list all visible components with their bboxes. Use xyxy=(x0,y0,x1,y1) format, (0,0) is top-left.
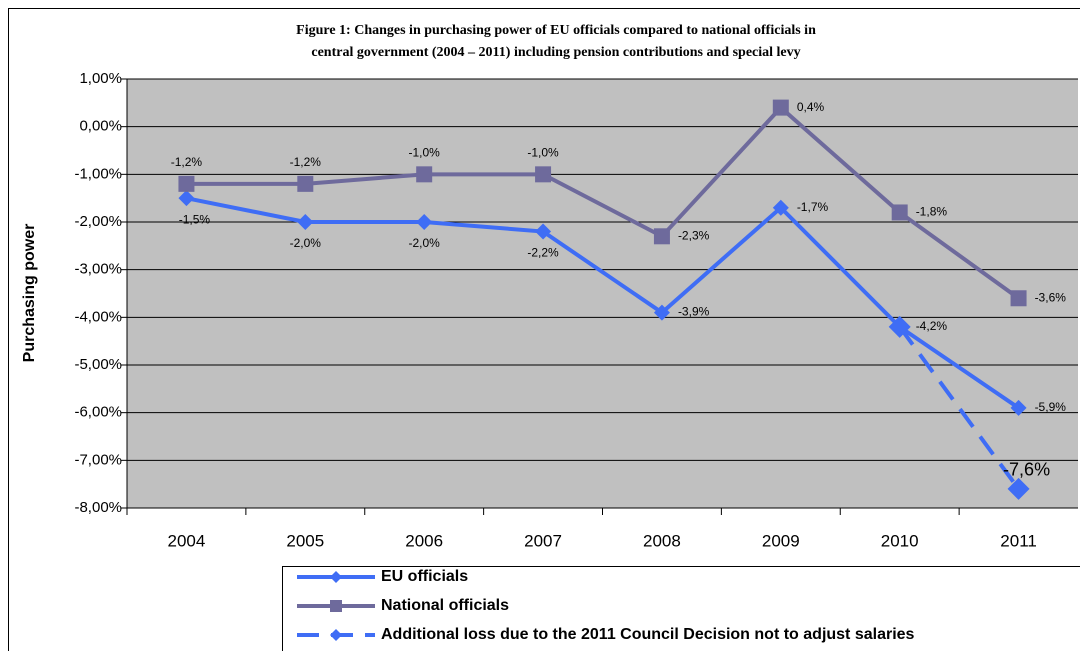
chart-title: Figure 1: Changes in purchasing power of… xyxy=(296,23,816,38)
marker xyxy=(654,228,670,244)
x-tick-label: 2005 xyxy=(286,531,324,550)
data-label: -1,0% xyxy=(409,146,441,160)
marker xyxy=(416,166,432,182)
y-tick-label: -1,00% xyxy=(74,165,122,182)
data-label: -2,3% xyxy=(678,228,710,242)
data-label: -7,6% xyxy=(1003,460,1050,480)
marker xyxy=(892,204,908,220)
marker xyxy=(773,100,789,116)
marker xyxy=(535,166,551,182)
data-label: -2,0% xyxy=(290,236,322,250)
data-label: 0,4% xyxy=(797,100,825,114)
marker xyxy=(1011,290,1027,306)
x-tick-label: 2011 xyxy=(1000,531,1037,550)
marker xyxy=(297,176,313,192)
data-label: -4,2% xyxy=(916,319,948,333)
data-label: -3,9% xyxy=(678,305,710,319)
y-tick-label: -6,00% xyxy=(74,404,122,421)
x-tick-label: 2008 xyxy=(643,531,681,550)
data-label: -1,2% xyxy=(290,155,322,169)
data-label: -1,7% xyxy=(797,200,829,214)
y-tick-label: -4,00% xyxy=(74,308,122,325)
data-label: -1,0% xyxy=(527,146,559,160)
x-tick-label: 2009 xyxy=(762,531,800,550)
x-tick-label: 2006 xyxy=(405,531,443,550)
legend-label: National officials xyxy=(381,597,509,614)
legend-label: Additional loss due to the 2011 Council … xyxy=(381,626,915,643)
data-label: -1,2% xyxy=(171,155,203,169)
data-label: -3,6% xyxy=(1035,290,1067,304)
legend-marker xyxy=(330,600,342,612)
data-label: -2,2% xyxy=(527,246,559,260)
y-tick-label: -5,00% xyxy=(74,356,122,373)
x-tick-label: 2004 xyxy=(168,531,206,550)
x-tick-label: 2007 xyxy=(524,531,562,550)
marker xyxy=(178,176,194,192)
data-label: -1,8% xyxy=(916,205,948,219)
data-label: -1,5% xyxy=(179,212,211,226)
x-tick-label: 2010 xyxy=(881,531,919,550)
legend-label: EU officials xyxy=(381,568,468,585)
y-axis-label: Purchasing power xyxy=(21,224,38,363)
data-label: -2,0% xyxy=(409,236,441,250)
y-tick-label: -3,00% xyxy=(74,261,122,278)
chart-title: central government (2004 – 2011) includi… xyxy=(311,45,800,60)
y-tick-label: -7,00% xyxy=(74,451,122,468)
data-label: -5,9% xyxy=(1035,400,1067,414)
y-tick-label: 0,00% xyxy=(79,118,122,135)
plot-area xyxy=(127,79,1078,508)
y-tick-label: -2,00% xyxy=(74,213,122,230)
y-tick-label: -8,00% xyxy=(74,499,122,516)
y-tick-label: 1,00% xyxy=(79,70,122,87)
